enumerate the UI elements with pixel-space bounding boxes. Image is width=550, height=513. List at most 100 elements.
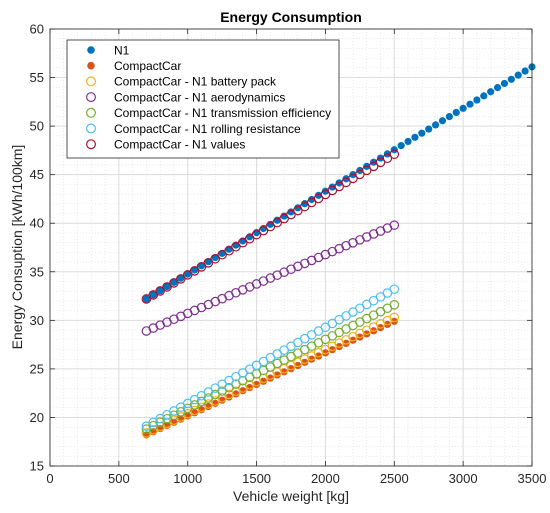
- data-point: [334, 181, 344, 192]
- data-point: [507, 75, 515, 83]
- data-point: [368, 161, 379, 172]
- y-tick-label: 35: [30, 264, 44, 279]
- legend-marker: [85, 139, 96, 150]
- legend: N1 CompactCar CompactCar - N1 battery pack…: [66, 39, 340, 159]
- data-point: [301, 358, 309, 366]
- y-tick-label: 25: [30, 361, 44, 376]
- data-point: [521, 67, 529, 75]
- data-point: [239, 387, 247, 395]
- data-point: [301, 200, 309, 208]
- data-point: [473, 96, 481, 104]
- x-axis-ticks: 0 500 1000 1500 2000 2500 3000 3500: [46, 29, 546, 486]
- data-point: [299, 201, 310, 212]
- y-tick-label: 30: [30, 313, 44, 328]
- data-point: [155, 286, 165, 296]
- data-point: [294, 204, 302, 212]
- y-tick-label: 20: [30, 410, 44, 425]
- data-point: [210, 253, 221, 264]
- data-point: [169, 278, 179, 288]
- x-tick-label: 3000: [449, 471, 478, 486]
- legend-marker: [85, 92, 96, 103]
- data-point: [211, 253, 219, 262]
- data-point: [493, 83, 502, 92]
- data-point: [141, 294, 152, 304]
- data-point: [438, 117, 447, 125]
- data-point: [196, 262, 207, 272]
- data-point: [149, 291, 157, 299]
- y-tick-label: 50: [30, 119, 44, 134]
- data-point: [382, 153, 393, 164]
- legend-box: [66, 39, 340, 159]
- data-point: [287, 365, 295, 373]
- legend-item-6: CompactCar - N1 values: [85, 138, 245, 152]
- data-point: [170, 278, 178, 286]
- y-axis-label: Energy Consuption [kWh/100km]: [9, 145, 25, 350]
- y-tick-label: 15: [30, 459, 44, 474]
- y-tick-label: 40: [30, 216, 44, 231]
- legend-marker: [85, 76, 96, 87]
- axes-frame: [49, 28, 533, 467]
- data-point: [259, 377, 268, 385]
- data-point: [308, 355, 316, 363]
- data-point: [389, 149, 400, 160]
- data-point: [191, 266, 199, 274]
- data-point: [314, 352, 323, 360]
- data-point: [355, 169, 365, 180]
- y-tick-label: 45: [30, 167, 44, 182]
- data-point: [176, 274, 186, 284]
- legend-marker: [85, 123, 96, 134]
- data-point: [217, 249, 227, 260]
- legend-label: N1: [114, 43, 130, 57]
- data-point: [238, 237, 248, 248]
- data-point: [142, 295, 150, 303]
- data-point: [466, 100, 474, 108]
- data-point: [203, 257, 214, 268]
- data-point: [313, 193, 324, 204]
- data-point: [480, 92, 488, 100]
- data-point: [308, 195, 316, 204]
- data-point: [306, 197, 317, 208]
- data-point: [252, 380, 261, 389]
- data-point: [335, 342, 343, 351]
- data-point: [231, 241, 241, 252]
- data-point: [445, 113, 453, 121]
- y-tick-label: 60: [30, 22, 44, 37]
- data-point: [328, 346, 336, 354]
- data-point: [244, 233, 255, 244]
- data-point: [266, 374, 274, 382]
- data-point: [265, 221, 276, 232]
- series-layer: [141, 63, 536, 439]
- data-point: [432, 121, 440, 129]
- legend-marker: [87, 46, 95, 54]
- data-point: [418, 129, 426, 137]
- x-tick-label: 2500: [380, 471, 409, 486]
- data-point: [459, 104, 467, 112]
- legend-item-0: N1: [87, 43, 130, 57]
- legend-item-2: CompactCar - N1 battery pack: [85, 75, 277, 89]
- data-point: [342, 339, 350, 347]
- data-point: [218, 249, 226, 257]
- data-point: [514, 71, 522, 79]
- data-point: [204, 258, 212, 266]
- data-point: [389, 312, 400, 323]
- data-point: [349, 336, 357, 344]
- legend-item-3: CompactCar - N1 aerodynamics: [85, 90, 285, 104]
- legend-label: CompactCar - N1 aerodynamics: [114, 90, 285, 104]
- data-point: [335, 179, 343, 187]
- data-point: [389, 220, 400, 230]
- legend-label: CompactCar - N1 transmission efficiency: [114, 106, 331, 120]
- legend-label: CompactCar - N1 battery pack: [114, 75, 277, 89]
- x-tick-label: 500: [108, 471, 130, 486]
- data-point: [328, 183, 336, 191]
- legend-label: CompactCar: [114, 59, 181, 73]
- data-point: [361, 165, 372, 176]
- legend-marker: [87, 61, 95, 70]
- legend-item-5: CompactCar - N1 rolling resistance: [85, 122, 301, 136]
- series-5: [141, 284, 400, 431]
- data-point: [293, 205, 303, 216]
- data-point: [487, 88, 495, 96]
- legend-item-4: CompactCar - N1 transmission efficiency: [85, 106, 331, 120]
- data-point: [258, 225, 269, 236]
- data-point: [327, 185, 338, 196]
